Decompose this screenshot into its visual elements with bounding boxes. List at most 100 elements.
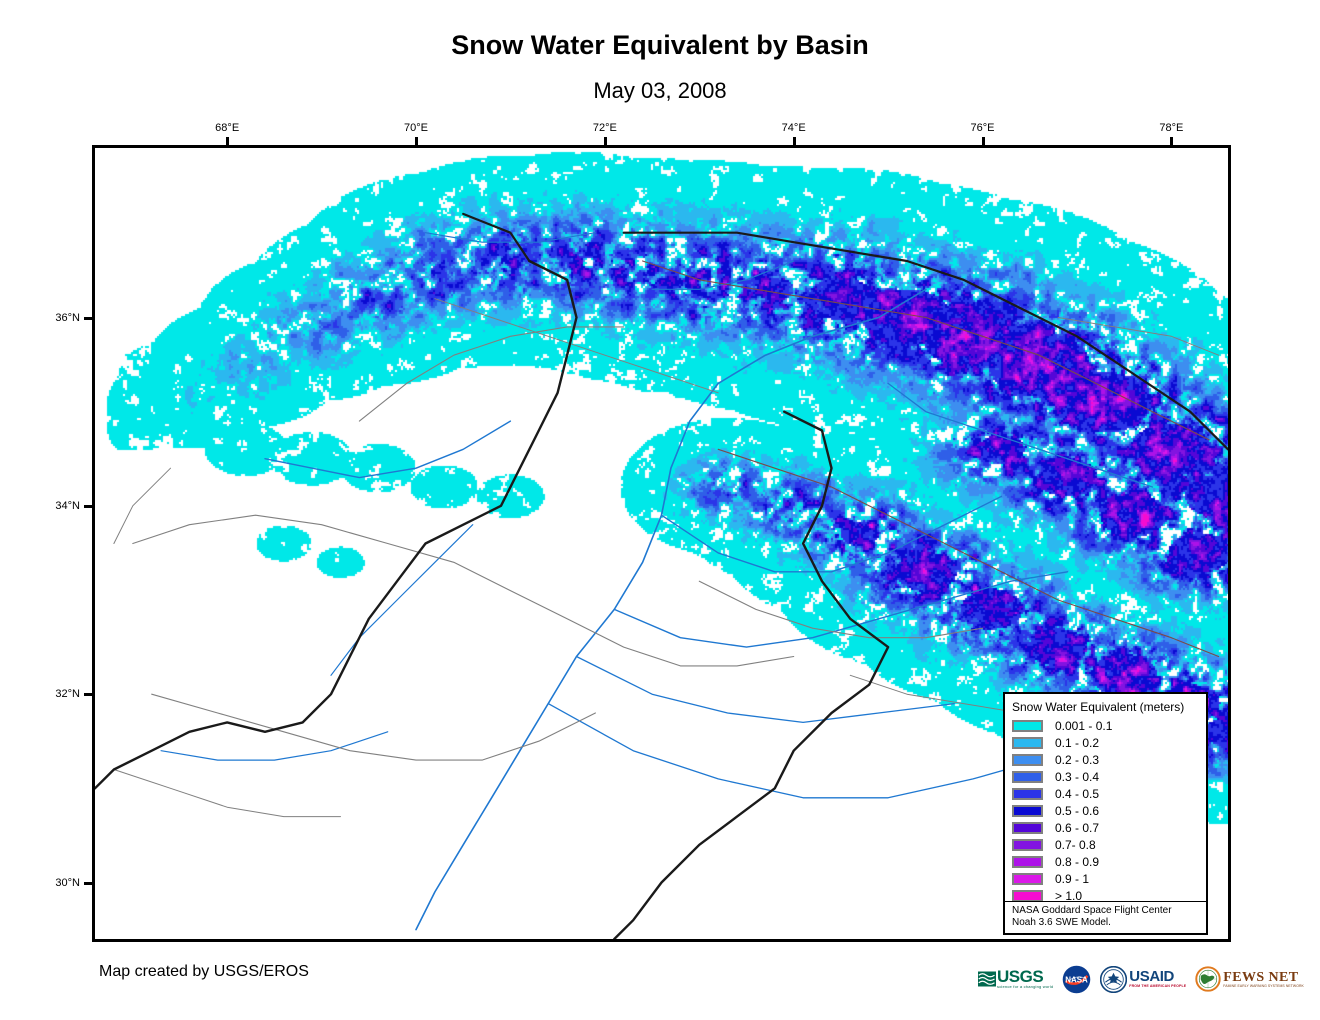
river-panj — [424, 232, 596, 243]
basin-boundary-karakoram — [642, 260, 1210, 441]
lat-tick-label: 32°N — [55, 688, 80, 701]
basin-boundary-2 — [151, 693, 596, 761]
river-shyok — [887, 382, 1154, 488]
agency-logo-strip: USGS science for a changing world NASA U… — [978, 962, 1304, 996]
fewsnet-logo[interactable]: FEWS NET FAMINE EARLY WARNING SYSTEMS NE… — [1195, 964, 1304, 994]
lat-tick-mark — [84, 316, 92, 320]
lon-tick-mark — [415, 137, 419, 145]
usgs-tagline: science for a changing world — [997, 984, 1054, 989]
legend-entry[interactable]: 0.4 - 0.5 — [1005, 785, 1206, 802]
legend-entry-label: 0.6 - 0.7 — [1055, 820, 1100, 835]
legend-color-swatch — [1012, 821, 1043, 834]
page-title: Snow Water Equivalent by Basin — [451, 30, 869, 60]
fewsnet-tagline: FAMINE EARLY WARNING SYSTEMS NETWORK — [1223, 983, 1304, 988]
lat-tick-mark — [84, 881, 92, 885]
river-kabul — [264, 420, 512, 479]
legend-color-swatch — [1012, 804, 1043, 817]
legend-note-line1: NASA Goddard Space Flight Center — [1012, 905, 1172, 916]
river-gilgit — [651, 260, 795, 290]
border-tajikistan — [462, 212, 531, 263]
legend-entry-label: 0.9 - 1 — [1055, 871, 1090, 886]
legend-color-swatch — [1012, 838, 1043, 851]
usaid-seal-icon — [1100, 965, 1128, 993]
basin-boundary-himalaya — [717, 448, 1220, 658]
page-subtitle-date: May 03, 2008 — [593, 78, 727, 103]
legend-color-swatch — [1012, 872, 1043, 885]
legend-entry-label: > 1.0 — [1055, 888, 1083, 903]
legend-entry[interactable]: 0.6 - 0.7 — [1005, 819, 1206, 836]
river-sutlej — [547, 702, 1040, 799]
nasa-meatball-icon: NASA — [1063, 965, 1091, 993]
border-afghanistan-pakistan — [95, 259, 578, 790]
legend-color-swatch — [1012, 855, 1043, 868]
lon-tick-label: 76°E — [970, 122, 995, 134]
usgs-wave-icon — [978, 971, 997, 987]
lat-tick-label: 34°N — [55, 499, 80, 512]
legend-entry[interactable]: 0.001 - 0.1 — [1005, 717, 1206, 734]
lon-tick-mark — [603, 137, 607, 145]
lat-tick-mark — [84, 693, 92, 697]
basin-boundary-9 — [1057, 317, 1220, 356]
rivers-layer — [160, 232, 1154, 931]
legend-entry[interactable]: > 1.0 — [1005, 887, 1206, 904]
river-chenab — [613, 571, 1069, 648]
lat-tick-label: 36°N — [55, 311, 80, 324]
river-indus — [415, 288, 927, 931]
lon-tick-mark — [981, 137, 985, 145]
lon-tick-label: 70°E — [404, 122, 429, 134]
legend-entry[interactable]: 0.7- 0.8 — [1005, 836, 1206, 853]
river-jhelum — [660, 495, 1003, 573]
legend-color-swatch — [1012, 753, 1043, 766]
legend-entry[interactable]: 0.8 - 0.9 — [1005, 853, 1206, 870]
legend-entry-label: 0.1 - 0.2 — [1055, 735, 1100, 750]
lon-tick-mark — [226, 137, 230, 145]
svg-text:NASA: NASA — [1066, 975, 1089, 984]
lon-tick-label: 74°E — [781, 122, 806, 134]
legend-title: Snow Water Equivalent (meters) — [1012, 700, 1185, 714]
border-north — [622, 231, 852, 253]
lon-tick-label: 72°E — [592, 122, 617, 134]
basin-boundary-5 — [434, 298, 719, 394]
basin-boundary-3 — [358, 326, 625, 422]
river-zhob — [160, 731, 389, 761]
legend-entry[interactable]: 0.3 - 0.4 — [1005, 768, 1206, 785]
usaid-wordmark: USAID — [1129, 967, 1174, 985]
map-credit: Map created by USGS/EROS — [99, 963, 309, 980]
fewsnet-globe-icon — [1195, 966, 1221, 992]
legend-entry-label: 0.4 - 0.5 — [1055, 786, 1100, 801]
legend-entry[interactable]: 0.2 - 0.3 — [1005, 751, 1206, 768]
legend-color-swatch — [1012, 736, 1043, 749]
legend-panel[interactable]: Snow Water Equivalent (meters) 0.001 - 0… — [1003, 692, 1208, 935]
usgs-wordmark: USGS — [997, 967, 1044, 986]
legend-entry[interactable]: 0.1 - 0.2 — [1005, 734, 1206, 751]
legend-note-line2: Noah 3.6 SWE Model. — [1012, 917, 1111, 928]
lon-tick-label: 78°E — [1159, 122, 1184, 134]
legend-entry[interactable]: 0.9 - 1 — [1005, 870, 1206, 887]
legend-entry-label: 0.5 - 0.6 — [1055, 803, 1100, 818]
usgs-wave-glyph — [978, 971, 996, 987]
lat-tick-label: 30°N — [55, 876, 80, 889]
legend-color-swatch — [1012, 889, 1043, 902]
usaid-tagline: FROM THE AMERICAN PEOPLE — [1129, 983, 1187, 988]
basin-boundary-8 — [113, 467, 171, 544]
basin-boundary-1 — [132, 514, 795, 667]
usaid-logo[interactable]: USAID FROM THE AMERICAN PEOPLE — [1100, 964, 1186, 994]
basin-boundary-4 — [698, 580, 984, 639]
legend-entry-label: 0.2 - 0.3 — [1055, 752, 1100, 767]
legend-color-swatch — [1012, 719, 1043, 732]
river-ravi — [575, 655, 955, 724]
legend-entry[interactable]: 0.5 - 0.6 — [1005, 802, 1206, 819]
legend-entry-label: 0.3 - 0.4 — [1055, 769, 1100, 784]
fewsnet-wordmark: FEWS NET — [1223, 969, 1299, 985]
lat-tick-mark — [84, 504, 92, 508]
nasa-logo[interactable]: NASA — [1062, 964, 1091, 994]
border-india-pakistan — [613, 410, 890, 939]
usgs-logo[interactable]: USGS science for a changing world — [978, 964, 1053, 994]
lon-tick-mark — [792, 137, 796, 145]
legend-entry-label: 0.7- 0.8 — [1055, 837, 1096, 852]
legend-entries: 0.001 - 0.1 0.1 - 0.2 0.2 - 0.3 0.3 - 0.4 0.… — [1005, 717, 1206, 904]
legend-entry-label: 0.8 - 0.9 — [1055, 854, 1100, 869]
lon-tick-label: 68°E — [215, 122, 240, 134]
country-borders-layer — [95, 212, 1228, 939]
lon-tick-mark — [1170, 137, 1174, 145]
